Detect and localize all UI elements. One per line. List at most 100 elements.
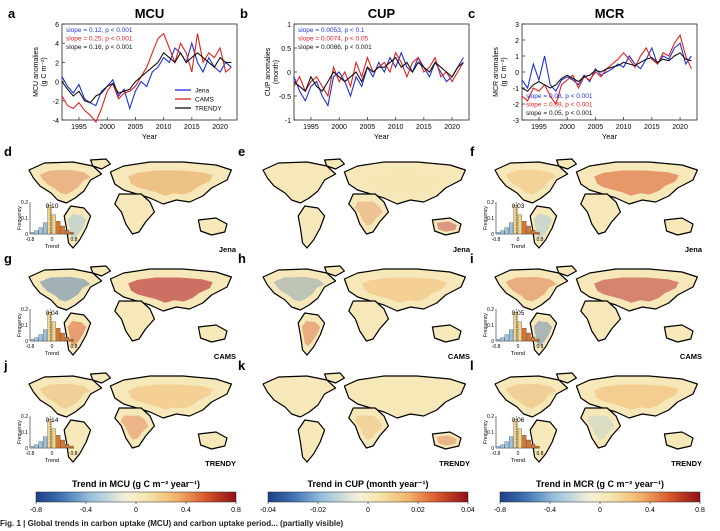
trend-patch bbox=[586, 415, 615, 440]
continent-northAmerica bbox=[28, 268, 103, 311]
hist-bar bbox=[531, 444, 536, 449]
x-tick-label: 2005 bbox=[128, 124, 144, 131]
map-model-label: Jena bbox=[219, 245, 237, 254]
slope-annotation: slope = 0.05, p < 0.001 bbox=[526, 110, 593, 117]
hist-mean-value: 0.10 bbox=[46, 203, 59, 210]
panel-letter-c: c bbox=[468, 6, 475, 21]
hist-bar bbox=[34, 337, 39, 342]
column-title-mcu: MCU bbox=[135, 6, 165, 21]
hist-x-tick-label: -0.8 bbox=[26, 344, 35, 350]
y-tick-label: 6 bbox=[55, 22, 59, 29]
hist-x-tick-label: -0.8 bbox=[492, 344, 501, 350]
map-model-label: TRENDY bbox=[439, 459, 470, 468]
trend-patch bbox=[273, 276, 325, 302]
hist-bar bbox=[47, 205, 52, 235]
x-tick-label: 2020 bbox=[672, 124, 688, 131]
y-tick-label: -1 bbox=[513, 86, 519, 93]
hist-bar bbox=[526, 439, 531, 449]
panel-letter-d: d bbox=[4, 144, 12, 159]
y-tick-label: -2 bbox=[513, 102, 519, 109]
hist-y-tick-label: 0.1 bbox=[21, 430, 28, 436]
hist-bar bbox=[69, 231, 74, 235]
colorbar-tick-label: -0.4 bbox=[80, 507, 92, 514]
hist-bar bbox=[69, 445, 74, 449]
continent-australia bbox=[663, 431, 694, 450]
continent-greenland bbox=[89, 265, 112, 277]
hist-bar bbox=[56, 221, 61, 235]
hist-bar bbox=[47, 312, 52, 342]
series-line-cams bbox=[61, 32, 232, 123]
continent-australia bbox=[663, 217, 694, 236]
continent-africa bbox=[114, 300, 155, 342]
hist-bar bbox=[526, 225, 531, 235]
hist-y-tick-label: 0 bbox=[25, 446, 28, 452]
continent-africa bbox=[114, 193, 155, 235]
continent-greenland bbox=[324, 265, 345, 277]
hist-y-tick-label: 0.2 bbox=[21, 414, 28, 420]
continent-greenland bbox=[324, 158, 345, 170]
hist-bar bbox=[517, 428, 522, 449]
continent-southAmerica bbox=[297, 419, 326, 463]
hist-x-tick-label: -0.8 bbox=[492, 237, 501, 243]
trend-patch bbox=[39, 276, 91, 302]
hist-x-tick-label: 0 bbox=[517, 451, 520, 457]
hist-x-label: Trend bbox=[511, 351, 525, 357]
x-tick-label: 2010 bbox=[156, 124, 172, 131]
x-axis-label: Year bbox=[374, 132, 390, 141]
hist-x-tick-label: 0 bbox=[51, 451, 54, 457]
trend-patch bbox=[505, 169, 557, 195]
trend-patch bbox=[594, 277, 679, 303]
y-tick-label: 4 bbox=[55, 41, 59, 48]
y-axis-label-line: MCU anomalies bbox=[33, 47, 40, 97]
trend-patch bbox=[128, 277, 213, 303]
hist-bar bbox=[535, 445, 540, 449]
hist-bar bbox=[47, 419, 52, 449]
continent-africa bbox=[348, 300, 389, 342]
column-title-mcr: MCR bbox=[595, 6, 625, 21]
y-tick-label: 2 bbox=[55, 60, 59, 67]
colorbar-tick-label: -0.8 bbox=[30, 507, 42, 514]
continent-australia bbox=[431, 217, 462, 236]
hist-mean-value: 0.14 bbox=[46, 417, 59, 424]
hist-mean-value: 0.05 bbox=[512, 310, 525, 317]
hist-bar bbox=[531, 230, 536, 235]
slope-annotation: slope = 0.08, p < 0.001 bbox=[526, 93, 593, 100]
hist-bar bbox=[509, 222, 514, 235]
hist-bar bbox=[522, 221, 527, 235]
hist-bar bbox=[65, 444, 70, 449]
hist-x-tick-label: -0.8 bbox=[26, 237, 35, 243]
continent-northAmerica bbox=[262, 375, 337, 418]
hist-bar bbox=[535, 338, 540, 342]
y-tick-label: -1 bbox=[285, 118, 291, 125]
hist-x-tick-label: -0.8 bbox=[492, 451, 501, 457]
colorbar-tick-label: 0.8 bbox=[695, 507, 705, 514]
hist-mean-value: 0.04 bbox=[46, 310, 59, 317]
hist-y-tick-label: 0 bbox=[491, 446, 494, 452]
hist-x-label: Trend bbox=[511, 244, 525, 250]
trend-patch bbox=[39, 169, 91, 195]
hist-bar bbox=[51, 321, 56, 342]
continent-africa bbox=[580, 300, 622, 342]
y-axis-label-line: (g C m⁻²) bbox=[41, 57, 48, 86]
hist-bar bbox=[43, 436, 48, 449]
colorbar-tick-label: 0.02 bbox=[411, 507, 425, 514]
hist-x-label: Trend bbox=[45, 244, 59, 250]
y-tick-label: 3 bbox=[515, 22, 519, 29]
hist-y-tick-label: 0.2 bbox=[21, 307, 28, 313]
trend-patch bbox=[128, 170, 213, 196]
hist-bar bbox=[56, 435, 61, 449]
series-line-jena bbox=[521, 42, 692, 93]
timeseries-panel-mcu: a MCU -4 -2 0 2 4 6 1995 2000 2005 2010 2015 2020 Year… bbox=[8, 6, 238, 141]
colorbar-tick-label: 0.8 bbox=[231, 507, 241, 514]
slope-annotation: slope = 0.09, p < 0.001 bbox=[526, 102, 593, 109]
hist-x-tick-label: 0.8 bbox=[537, 344, 544, 350]
hist-bar bbox=[43, 329, 48, 342]
series-line-jena bbox=[293, 51, 464, 108]
continent-africa bbox=[580, 407, 622, 449]
trend-patch bbox=[505, 383, 557, 409]
hist-mean-value: 0.06 bbox=[512, 417, 525, 424]
hist-bar bbox=[513, 419, 518, 449]
